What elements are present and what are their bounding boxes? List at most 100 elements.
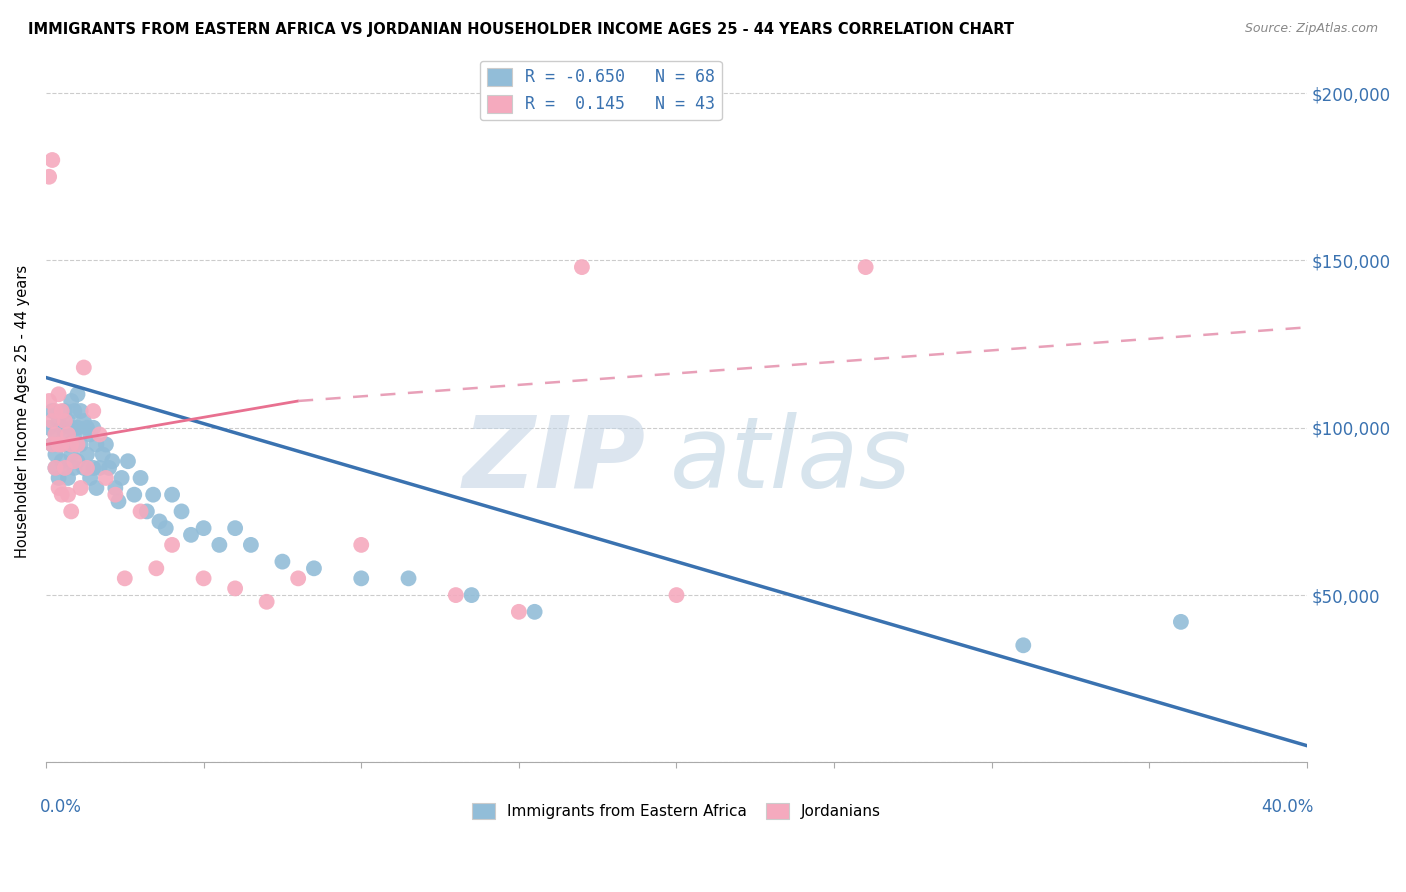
Point bbox=[73, 360, 96, 375]
Point bbox=[48, 481, 70, 495]
Point bbox=[53, 427, 76, 442]
Point bbox=[44, 461, 66, 475]
Point bbox=[66, 421, 89, 435]
Point bbox=[56, 437, 79, 451]
Text: 0.0%: 0.0% bbox=[39, 797, 82, 815]
Y-axis label: Householder Income Ages 25 - 44 years: Householder Income Ages 25 - 44 years bbox=[15, 264, 30, 558]
Point bbox=[82, 404, 104, 418]
Point bbox=[239, 538, 262, 552]
Point bbox=[76, 448, 98, 462]
Point bbox=[155, 521, 177, 535]
Point bbox=[60, 504, 83, 518]
Point bbox=[571, 260, 593, 274]
Point bbox=[41, 414, 63, 428]
Point bbox=[1170, 615, 1192, 629]
Point bbox=[69, 437, 91, 451]
Point bbox=[855, 260, 877, 274]
Point bbox=[107, 494, 129, 508]
Point bbox=[79, 427, 101, 442]
Point bbox=[66, 454, 89, 468]
Point bbox=[56, 471, 79, 485]
Point bbox=[129, 471, 152, 485]
Point bbox=[523, 605, 546, 619]
Point bbox=[63, 404, 86, 418]
Point bbox=[94, 471, 117, 485]
Point bbox=[170, 504, 193, 518]
Point bbox=[142, 488, 165, 502]
Point bbox=[89, 461, 111, 475]
Point bbox=[66, 437, 89, 451]
Point bbox=[56, 488, 79, 502]
Point bbox=[104, 481, 127, 495]
Point bbox=[48, 387, 70, 401]
Point bbox=[56, 427, 79, 442]
Point bbox=[82, 461, 104, 475]
Point bbox=[101, 454, 124, 468]
Text: ZIP: ZIP bbox=[463, 412, 645, 508]
Point bbox=[398, 571, 420, 585]
Point bbox=[66, 387, 89, 401]
Point bbox=[51, 404, 73, 418]
Point bbox=[44, 461, 66, 475]
Point bbox=[38, 421, 60, 435]
Point bbox=[51, 454, 73, 468]
Point bbox=[44, 427, 66, 442]
Point bbox=[53, 404, 76, 418]
Point bbox=[86, 481, 108, 495]
Point bbox=[60, 448, 83, 462]
Point bbox=[160, 538, 183, 552]
Point bbox=[89, 427, 111, 442]
Point bbox=[135, 504, 157, 518]
Point bbox=[41, 437, 63, 451]
Point bbox=[665, 588, 688, 602]
Point bbox=[60, 437, 83, 451]
Point bbox=[73, 414, 96, 428]
Point bbox=[60, 394, 83, 409]
Point bbox=[111, 471, 134, 485]
Point bbox=[69, 404, 91, 418]
Point bbox=[208, 538, 231, 552]
Point bbox=[117, 454, 139, 468]
Point bbox=[53, 461, 76, 475]
Point bbox=[287, 571, 309, 585]
Point bbox=[38, 169, 60, 184]
Point bbox=[193, 521, 215, 535]
Point bbox=[82, 421, 104, 435]
Point bbox=[460, 588, 482, 602]
Point bbox=[91, 448, 114, 462]
Point bbox=[44, 427, 66, 442]
Point bbox=[69, 481, 91, 495]
Point bbox=[508, 605, 530, 619]
Text: 40.0%: 40.0% bbox=[1261, 797, 1313, 815]
Point bbox=[48, 471, 70, 485]
Point bbox=[41, 437, 63, 451]
Point bbox=[98, 461, 121, 475]
Point bbox=[53, 461, 76, 475]
Point bbox=[145, 561, 167, 575]
Point bbox=[44, 404, 66, 418]
Point bbox=[51, 488, 73, 502]
Point bbox=[224, 521, 246, 535]
Point bbox=[79, 471, 101, 485]
Point bbox=[76, 461, 98, 475]
Point bbox=[76, 421, 98, 435]
Point bbox=[104, 488, 127, 502]
Point bbox=[350, 571, 373, 585]
Point bbox=[63, 461, 86, 475]
Point bbox=[148, 515, 170, 529]
Point bbox=[122, 488, 145, 502]
Legend: Immigrants from Eastern Africa, Jordanians: Immigrants from Eastern Africa, Jordania… bbox=[467, 797, 887, 825]
Point bbox=[86, 437, 108, 451]
Text: Source: ZipAtlas.com: Source: ZipAtlas.com bbox=[1244, 22, 1378, 36]
Point bbox=[1012, 638, 1035, 652]
Point bbox=[350, 538, 373, 552]
Point bbox=[160, 488, 183, 502]
Point bbox=[193, 571, 215, 585]
Point bbox=[38, 394, 60, 409]
Point bbox=[51, 421, 73, 435]
Point bbox=[129, 504, 152, 518]
Point bbox=[60, 421, 83, 435]
Point bbox=[256, 595, 278, 609]
Point bbox=[224, 582, 246, 596]
Point bbox=[41, 153, 63, 167]
